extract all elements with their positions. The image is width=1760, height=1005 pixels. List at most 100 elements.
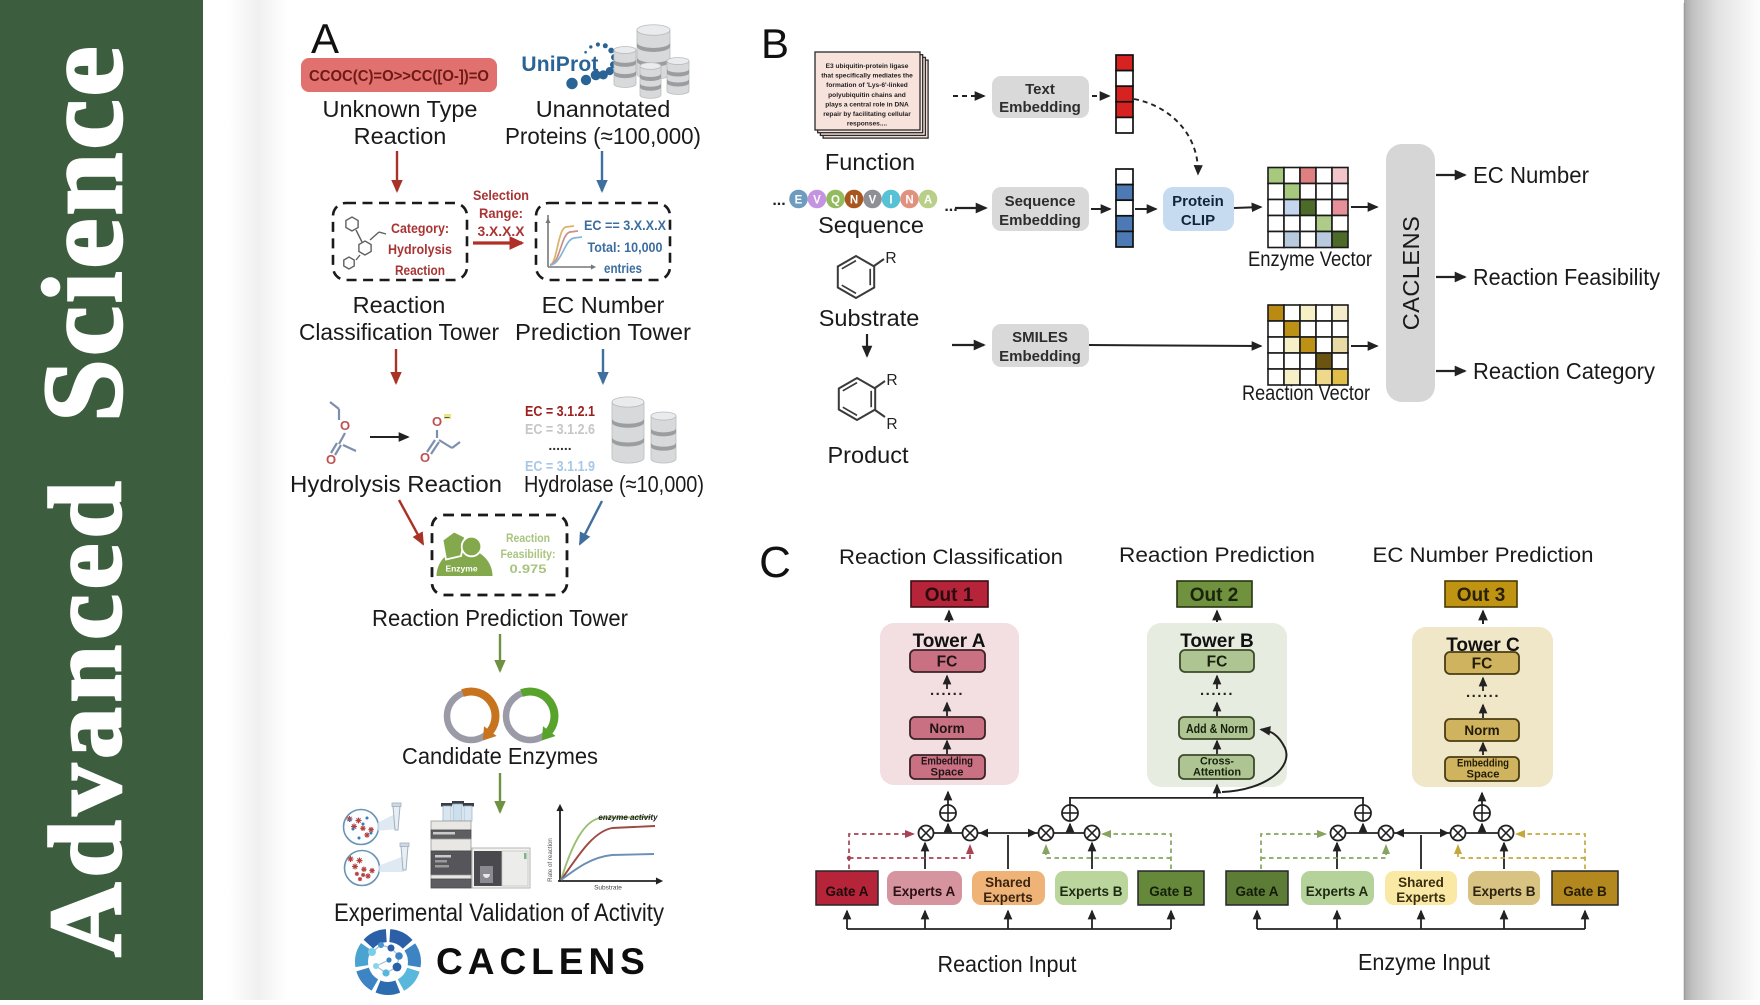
svg-text:3.X.X.X: 3.X.X.X (478, 223, 526, 239)
svg-text:Out 3: Out 3 (1457, 585, 1506, 606)
svg-text:Experts B: Experts B (1059, 884, 1122, 899)
svg-text:Reaction Classification: Reaction Classification (839, 545, 1063, 569)
svg-text:Reaction Prediction: Reaction Prediction (1119, 543, 1315, 567)
svg-text:Tower A: Tower A (913, 631, 986, 652)
svg-text:Candidate Enzymes: Candidate Enzymes (402, 743, 598, 769)
svg-text:Reaction: Reaction (353, 292, 446, 318)
svg-text:B: B (761, 20, 789, 67)
svg-text:Hydrolysis Reaction: Hydrolysis Reaction (290, 471, 502, 497)
svg-text:Gate B: Gate B (1563, 884, 1607, 899)
svg-text:EC Number: EC Number (542, 292, 665, 318)
svg-text:responses....: responses.... (847, 121, 887, 128)
svg-text:Hydrolysis: Hydrolysis (388, 242, 452, 257)
svg-text:Product: Product (828, 442, 909, 468)
svg-text:CCOC(C)=O>>CC([O-])=O: CCOC(C)=O>>CC([O-])=O (309, 68, 489, 85)
svg-text:EC Number: EC Number (1473, 162, 1589, 188)
svg-text:Protein: Protein (1172, 193, 1224, 210)
svg-text:E: E (795, 195, 803, 207)
svg-text:Category:: Category: (391, 221, 449, 236)
svg-text:plays a central role in DNA: plays a central role in DNA (825, 101, 909, 108)
svg-text:Norm: Norm (929, 721, 964, 736)
svg-text:O: O (340, 418, 350, 433)
svg-text:FC: FC (937, 654, 958, 671)
svg-text:enzyme activity: enzyme activity (598, 813, 658, 822)
svg-text:Sequence: Sequence (1005, 193, 1076, 210)
svg-text:Shared: Shared (1398, 875, 1444, 890)
svg-text:......: ...... (1200, 682, 1234, 699)
svg-text:polyubiquitin chains and: polyubiquitin chains and (828, 92, 906, 99)
svg-text:Embedding: Embedding (921, 756, 973, 768)
svg-text:Out 1: Out 1 (925, 585, 974, 606)
svg-text:Embedding: Embedding (999, 99, 1081, 116)
svg-text:Experts: Experts (1396, 890, 1446, 905)
svg-text:Classification Tower: Classification Tower (299, 319, 499, 345)
svg-text:C: C (759, 538, 791, 587)
svg-text:Substrate: Substrate (594, 885, 622, 892)
svg-text:Gate A: Gate A (825, 884, 868, 899)
svg-text:Substrate: Substrate (819, 305, 920, 331)
svg-text:Experts A: Experts A (893, 884, 956, 899)
svg-text:Embedding: Embedding (1457, 758, 1509, 770)
svg-text:Reaction: Reaction (506, 533, 550, 545)
svg-text:repair by facilitating cellula: repair by facilitating cellular (823, 111, 911, 118)
svg-text:O: O (420, 450, 430, 465)
svg-text:FC: FC (1207, 654, 1228, 671)
svg-text:Proteins (≈100,000): Proteins (≈100,000) (505, 123, 701, 149)
svg-text:entries: entries (604, 261, 642, 276)
svg-text:Reaction Input: Reaction Input (938, 951, 1077, 977)
svg-text:that specifically mediates the: that specifically mediates the (821, 73, 913, 80)
svg-text:Attention: Attention (1193, 767, 1241, 779)
svg-text:......: ...... (930, 682, 964, 699)
svg-text:Q: Q (831, 195, 840, 207)
svg-text:EC = 3.1.2.1: EC = 3.1.2.1 (525, 404, 595, 420)
svg-text:Unknown Type: Unknown Type (322, 96, 477, 122)
svg-text:EC Number Prediction: EC Number Prediction (1373, 543, 1594, 567)
svg-text:Norm: Norm (1464, 723, 1499, 738)
svg-text:FC: FC (1472, 656, 1493, 673)
svg-text:Add & Norm: Add & Norm (1186, 722, 1248, 736)
svg-text:CACLENS: CACLENS (1398, 216, 1424, 331)
svg-text:Text: Text (1025, 81, 1055, 98)
svg-text:Reaction Feasibility: Reaction Feasibility (1473, 264, 1660, 290)
svg-text:...: ... (772, 192, 785, 209)
svg-text:N: N (905, 195, 913, 207)
svg-text:Feasibility:: Feasibility: (501, 549, 556, 561)
svg-text:SMILES: SMILES (1012, 329, 1068, 346)
svg-text:Tower C: Tower C (1446, 635, 1520, 656)
svg-text:...: ... (944, 198, 957, 215)
svg-text:Prediction Tower: Prediction Tower (515, 319, 691, 345)
svg-text:Sequence: Sequence (818, 212, 924, 238)
svg-text:Experts: Experts (983, 890, 1033, 905)
svg-text:Gate B: Gate B (1149, 884, 1193, 899)
svg-text:N: N (850, 195, 858, 207)
svg-text:Shared: Shared (985, 875, 1031, 890)
svg-text:Enzyme Input: Enzyme Input (1358, 949, 1490, 975)
svg-text:Total: 10,000: Total: 10,000 (588, 240, 663, 255)
svg-text:Unannotated: Unannotated (536, 96, 671, 122)
svg-text:Range:: Range: (479, 205, 523, 221)
svg-text:Out 2: Out 2 (1190, 585, 1239, 606)
svg-text:Space: Space (931, 767, 964, 779)
svg-text:Experts B: Experts B (1472, 884, 1535, 899)
svg-text:UniProt: UniProt (521, 53, 598, 76)
svg-text:Embedding: Embedding (999, 348, 1081, 365)
svg-text:Selection: Selection (473, 187, 529, 203)
svg-text:Cross-: Cross- (1200, 756, 1234, 768)
svg-text:formation of 'Lys-6'-linked: formation of 'Lys-6'-linked (826, 82, 908, 89)
svg-text:Reaction: Reaction (354, 123, 447, 149)
svg-text:......: ...... (1466, 684, 1500, 701)
svg-text:Reaction Vector: Reaction Vector (1242, 382, 1370, 405)
svg-text:V: V (813, 195, 821, 207)
svg-text:Science: Science (21, 43, 146, 422)
svg-text:R: R (885, 250, 896, 267)
svg-text:EC = 3.1.1.9: EC = 3.1.1.9 (525, 459, 595, 475)
svg-text:CLIP: CLIP (1181, 212, 1215, 229)
svg-text:Gate A: Gate A (1235, 884, 1278, 899)
svg-text:Space: Space (1467, 769, 1500, 781)
svg-text:CACLENS: CACLENS (436, 941, 650, 982)
svg-text:Hydrolase (≈10,000): Hydrolase (≈10,000) (524, 471, 704, 497)
svg-text:A: A (924, 195, 932, 207)
svg-text:Function: Function (825, 149, 915, 175)
svg-text:R: R (886, 416, 897, 433)
svg-text:Tower B: Tower B (1180, 631, 1254, 652)
